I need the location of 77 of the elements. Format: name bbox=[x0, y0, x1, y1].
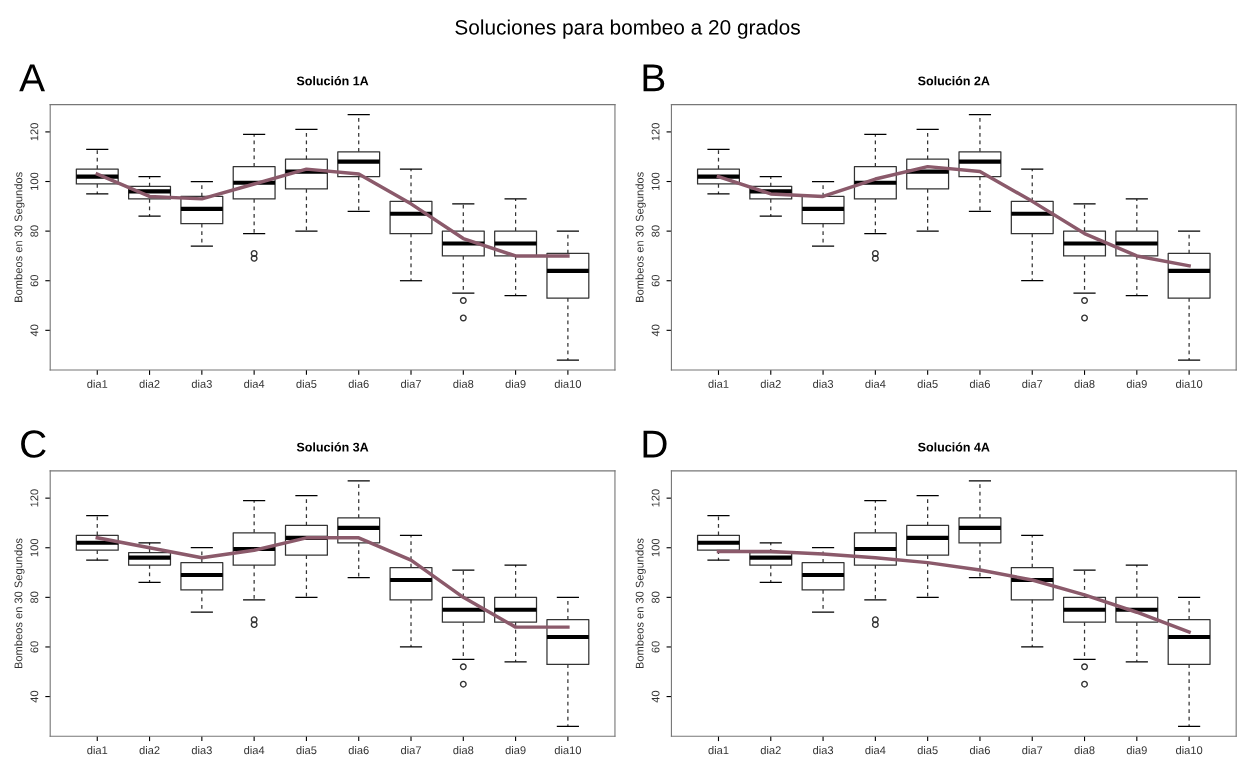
x-tick-label: dia6 bbox=[969, 745, 990, 755]
y-tick-label: 60 bbox=[651, 641, 660, 653]
y-tick-label: 80 bbox=[30, 591, 39, 604]
x-tick-label: dia5 bbox=[296, 379, 317, 388]
y-axis-title: Bombeos en 30 Segundos bbox=[14, 538, 25, 669]
chart-title: Solución 3A bbox=[296, 442, 369, 452]
y-tick-label: 40 bbox=[30, 324, 39, 337]
text: A bbox=[19, 64, 45, 92]
text: C bbox=[21, 430, 46, 458]
y-tick-label: 80 bbox=[30, 225, 39, 237]
chart-title: Solución 1A bbox=[296, 76, 369, 86]
x-tick-label: dia7 bbox=[400, 379, 421, 388]
chart-title: Solución 4A bbox=[918, 442, 990, 452]
x-tick-label: dia3 bbox=[191, 379, 212, 388]
x-tick-label: dia7 bbox=[1022, 379, 1043, 388]
x-tick-label: dia5 bbox=[296, 745, 317, 755]
x-tick-label: dia5 bbox=[917, 379, 938, 388]
x-tick-label: dia7 bbox=[1022, 745, 1043, 755]
x-tick-label: dia4 bbox=[244, 745, 265, 755]
y-tick-label: 60 bbox=[30, 274, 39, 287]
x-tick-label: dia5 bbox=[917, 745, 938, 755]
y-tick-label: 120 bbox=[30, 489, 39, 507]
y-tick-label: 80 bbox=[651, 591, 660, 604]
y-tick-label: 40 bbox=[651, 324, 660, 337]
text: B bbox=[643, 64, 665, 92]
x-tick-label: dia2 bbox=[760, 745, 781, 755]
x-tick-label: dia2 bbox=[139, 745, 160, 755]
y-tick-label: 100 bbox=[30, 538, 39, 557]
x-tick-label: dia3 bbox=[813, 379, 834, 388]
x-tick-label: dia9 bbox=[1126, 745, 1147, 755]
y-tick-label: 100 bbox=[30, 172, 39, 190]
y-tick-label: 120 bbox=[651, 489, 660, 507]
x-tick-label: dia1 bbox=[708, 379, 729, 388]
line-series bbox=[716, 164, 1191, 268]
x-tick-label: dia2 bbox=[760, 379, 781, 388]
x-tick-label: dia9 bbox=[1126, 379, 1147, 388]
x-tick-label: dia6 bbox=[348, 379, 369, 388]
line-series bbox=[95, 167, 570, 258]
y-tick-label: 100 bbox=[651, 172, 660, 190]
x-tick-label: dia9 bbox=[505, 379, 526, 388]
y-tick-label: 80 bbox=[651, 225, 660, 237]
x-tick-label: dia10 bbox=[554, 379, 582, 388]
line-series bbox=[95, 536, 570, 629]
x-tick-label: dia10 bbox=[1175, 379, 1203, 388]
y-axis-title: Bombeos en 30 Segundos bbox=[635, 538, 646, 669]
x-tick-label: dia9 bbox=[505, 745, 526, 755]
x-tick-label: dia7 bbox=[400, 745, 421, 755]
x-tick-label: dia8 bbox=[1074, 379, 1095, 388]
y-axis-title: Bombeos en 30 Segundos bbox=[14, 172, 25, 302]
text: D bbox=[643, 430, 667, 458]
y-tick-label: 120 bbox=[651, 123, 660, 141]
x-tick-label: dia8 bbox=[1074, 745, 1095, 755]
line-series bbox=[716, 549, 1191, 634]
x-tick-label: dia10 bbox=[554, 745, 582, 755]
chart-title: Solución 2A bbox=[918, 76, 990, 86]
text: Soluciones para bombeo a 20 grados bbox=[455, 19, 800, 39]
x-tick-label: dia4 bbox=[244, 379, 265, 388]
y-tick-label: 120 bbox=[30, 123, 39, 141]
y-tick-label: 40 bbox=[651, 690, 660, 703]
x-tick-label: dia6 bbox=[969, 379, 990, 388]
x-tick-label: dia3 bbox=[191, 745, 212, 755]
y-tick-label: 60 bbox=[30, 641, 39, 653]
x-tick-label: dia3 bbox=[813, 745, 834, 755]
y-tick-label: 60 bbox=[651, 274, 660, 287]
x-tick-label: dia10 bbox=[1175, 745, 1203, 755]
x-tick-label: dia1 bbox=[87, 745, 108, 755]
y-tick-label: 100 bbox=[651, 538, 660, 557]
x-tick-label: dia1 bbox=[708, 745, 729, 755]
x-tick-label: dia2 bbox=[139, 379, 160, 388]
x-tick-label: dia6 bbox=[348, 745, 369, 755]
x-tick-label: dia1 bbox=[87, 379, 108, 388]
y-tick-label: 40 bbox=[30, 690, 39, 703]
y-axis-title: Bombeos en 30 Segundos bbox=[635, 172, 646, 302]
x-tick-label: dia4 bbox=[865, 379, 886, 388]
x-tick-label: dia8 bbox=[453, 745, 474, 755]
x-tick-label: dia4 bbox=[865, 745, 886, 755]
x-tick-label: dia8 bbox=[453, 379, 474, 388]
